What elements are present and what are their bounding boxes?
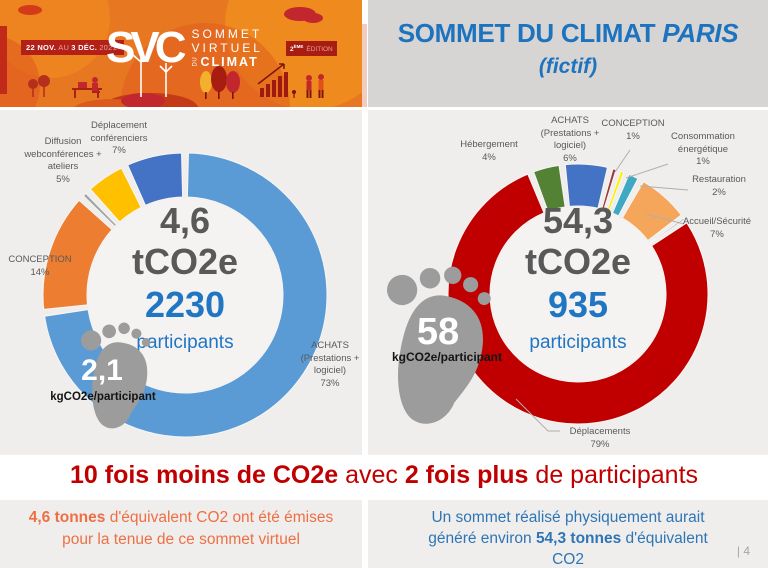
logo-word-sommet: SOMMET — [191, 27, 263, 41]
segment-label-diffusion: Diffusion webconférences + ateliers 5% — [24, 136, 102, 185]
headline-bold-1: 10 fois moins de CO2e — [69, 460, 339, 489]
footnote-right-bold: 54,3 tonnes — [535, 530, 622, 547]
virtual-summit-footnote: 4,6 tonnes d'équivalent CO2 ont été émis… — [0, 500, 362, 568]
per-participant-value: 58 — [416, 311, 460, 353]
date-year: 2021 — [99, 43, 118, 52]
per-participant-unit: kgCO2e/participant — [391, 350, 503, 364]
person-at-desk-icon — [72, 77, 102, 98]
total-emissions-value: 54,3 — [542, 200, 614, 241]
people-icon — [306, 74, 324, 98]
headline-banner: 10 fois moins de CO2e avec 2 fois plus d… — [0, 452, 768, 498]
segment-label-consommation-energetique: Consommation énergétique 1% — [671, 131, 735, 167]
edition-word: ÉDITION — [306, 46, 333, 54]
page-title: SOMMET DU CLIMAT PARIS — [368, 18, 768, 49]
footnote-left-line2: pour la tenue de ce sommet virtuel — [62, 531, 300, 548]
participants-count: 935 — [547, 284, 609, 325]
segment-label-restauration: Restauration 2% — [692, 174, 746, 198]
segment-label-achats: ACHATS (Prestations + logiciel) 73% — [300, 340, 360, 389]
title-main: SOMMET DU CLIMAT — [397, 18, 656, 48]
physical-summit-chart-panel: Hébergement 4% ACHATS (Prestations + logi… — [368, 110, 768, 455]
donut-center-info: 4,6 tCO2e 2230 participants — [85, 200, 285, 358]
segment-label-hebergement: Hébergement 4% — [460, 139, 518, 163]
wind-turbines-icon — [132, 51, 173, 97]
banner-edge-decoration — [362, 24, 367, 107]
headline-bold-2: 2 fois plus — [404, 460, 529, 489]
edition-badge: 2ÈME ÉDITION — [286, 41, 337, 57]
footnote-left-bold: 4,6 tonnes — [28, 509, 106, 526]
footnote-right-pre: généré environ — [428, 530, 536, 547]
logo-word-virtuel: VIRTUEL — [191, 41, 263, 55]
title-subtitle: (fictif) — [538, 55, 598, 78]
participants-label: participants — [529, 332, 627, 353]
per-participant-unit: kgCO2e/participant — [50, 391, 156, 403]
participants-label: participants — [136, 332, 234, 353]
segment-label-conception: CONCEPTION 14% — [8, 254, 72, 278]
title-city: PARIS — [662, 18, 739, 48]
donut-segment — [127, 152, 184, 206]
edition-number: 2 — [290, 46, 294, 54]
date-end: 3 DÉC. — [71, 43, 98, 52]
date-separator: AU — [58, 43, 70, 52]
footnote-right-line3: CO2 — [552, 551, 584, 568]
svc-logo-words: SOMMET VIRTUEL DU CLIMAT — [191, 27, 262, 69]
svc-logo: SVC SOMMET VIRTUEL DU CLIMAT — [106, 26, 263, 70]
segment-label-deplacements: Déplacements 79% — [569, 426, 631, 450]
physical-summit-footnote: Un sommet réalisé physiquement aurait gé… — [368, 500, 768, 568]
event-banner: 22 NOV. AU 3 DÉC. 2021 SVC SOMMET VIRTUEL D… — [0, 0, 362, 107]
trees-icon — [28, 75, 50, 97]
segment-label-conception: CONCEPTION 1% — [601, 118, 665, 142]
footnote-left-rest: d'équivalent CO2 ont été émises — [105, 509, 334, 526]
edition-sup: ÈME — [293, 44, 304, 49]
donut-center-info: 54,3 tCO2e 935 participants — [478, 200, 678, 358]
footnote-right-line1: Un sommet réalisé physiquement aurait — [431, 509, 705, 526]
slide-title-panel: SOMMET DU CLIMAT PARIS (fictif) — [368, 0, 768, 107]
logo-word-climat: CLIMAT — [200, 55, 259, 69]
virtual-summit-chart-panel: Déplacement conférenciers 7% Diffusion we… — [0, 110, 362, 455]
headline-mid: avec — [338, 460, 405, 489]
svc-logo-acronym: SVC — [106, 23, 187, 72]
segment-label-accueil-securite: Accueil/Sécurité 7% — [682, 216, 752, 240]
segment-label-achats: ACHATS (Prestations + logiciel) 6% — [540, 115, 600, 164]
total-emissions-value: 4,6 — [159, 200, 211, 241]
logo-word-du: DU — [192, 56, 199, 67]
trees-cluster-icon — [200, 66, 240, 99]
date-start: 22 NOV. — [26, 43, 57, 52]
participants-count: 2230 — [144, 284, 226, 325]
per-participant-value: 2,1 — [81, 354, 123, 387]
event-date-badge: 22 NOV. AU 3 DÉC. 2021 — [21, 40, 125, 55]
page-number: | 4 — [736, 544, 750, 558]
growth-bars-icon — [260, 72, 288, 97]
segment-label-deplacement-conferenciers: Déplacement conférenciers 7% — [90, 120, 148, 156]
emissions-unit: tCO2e — [131, 241, 239, 282]
emissions-unit: tCO2e — [524, 241, 632, 282]
footnote-right-post: d'équivalent — [621, 530, 708, 547]
headline-end: de participants — [528, 460, 699, 489]
